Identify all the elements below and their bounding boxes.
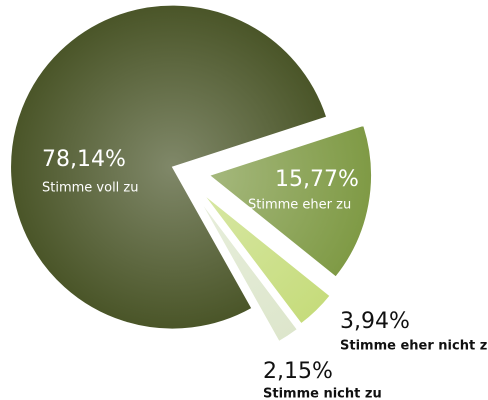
slice-value-label: 15,77% <box>275 167 359 192</box>
pie-slice <box>199 199 298 343</box>
slice-category-label: Stimme voll zu <box>42 181 138 196</box>
pie-slice <box>10 4 328 330</box>
pie-slice <box>203 194 331 325</box>
slice-category-label: Stimme eher zu <box>248 198 351 213</box>
slice-category-label: Stimme nicht zu <box>263 387 382 400</box>
slice-category-label: Stimme eher nicht zu <box>340 339 488 354</box>
slice-value-label: 3,94% <box>340 309 410 334</box>
slice-value-label: 2,15% <box>263 359 333 384</box>
slice-value-label: 78,14% <box>42 147 126 172</box>
pie-slice <box>208 124 373 278</box>
